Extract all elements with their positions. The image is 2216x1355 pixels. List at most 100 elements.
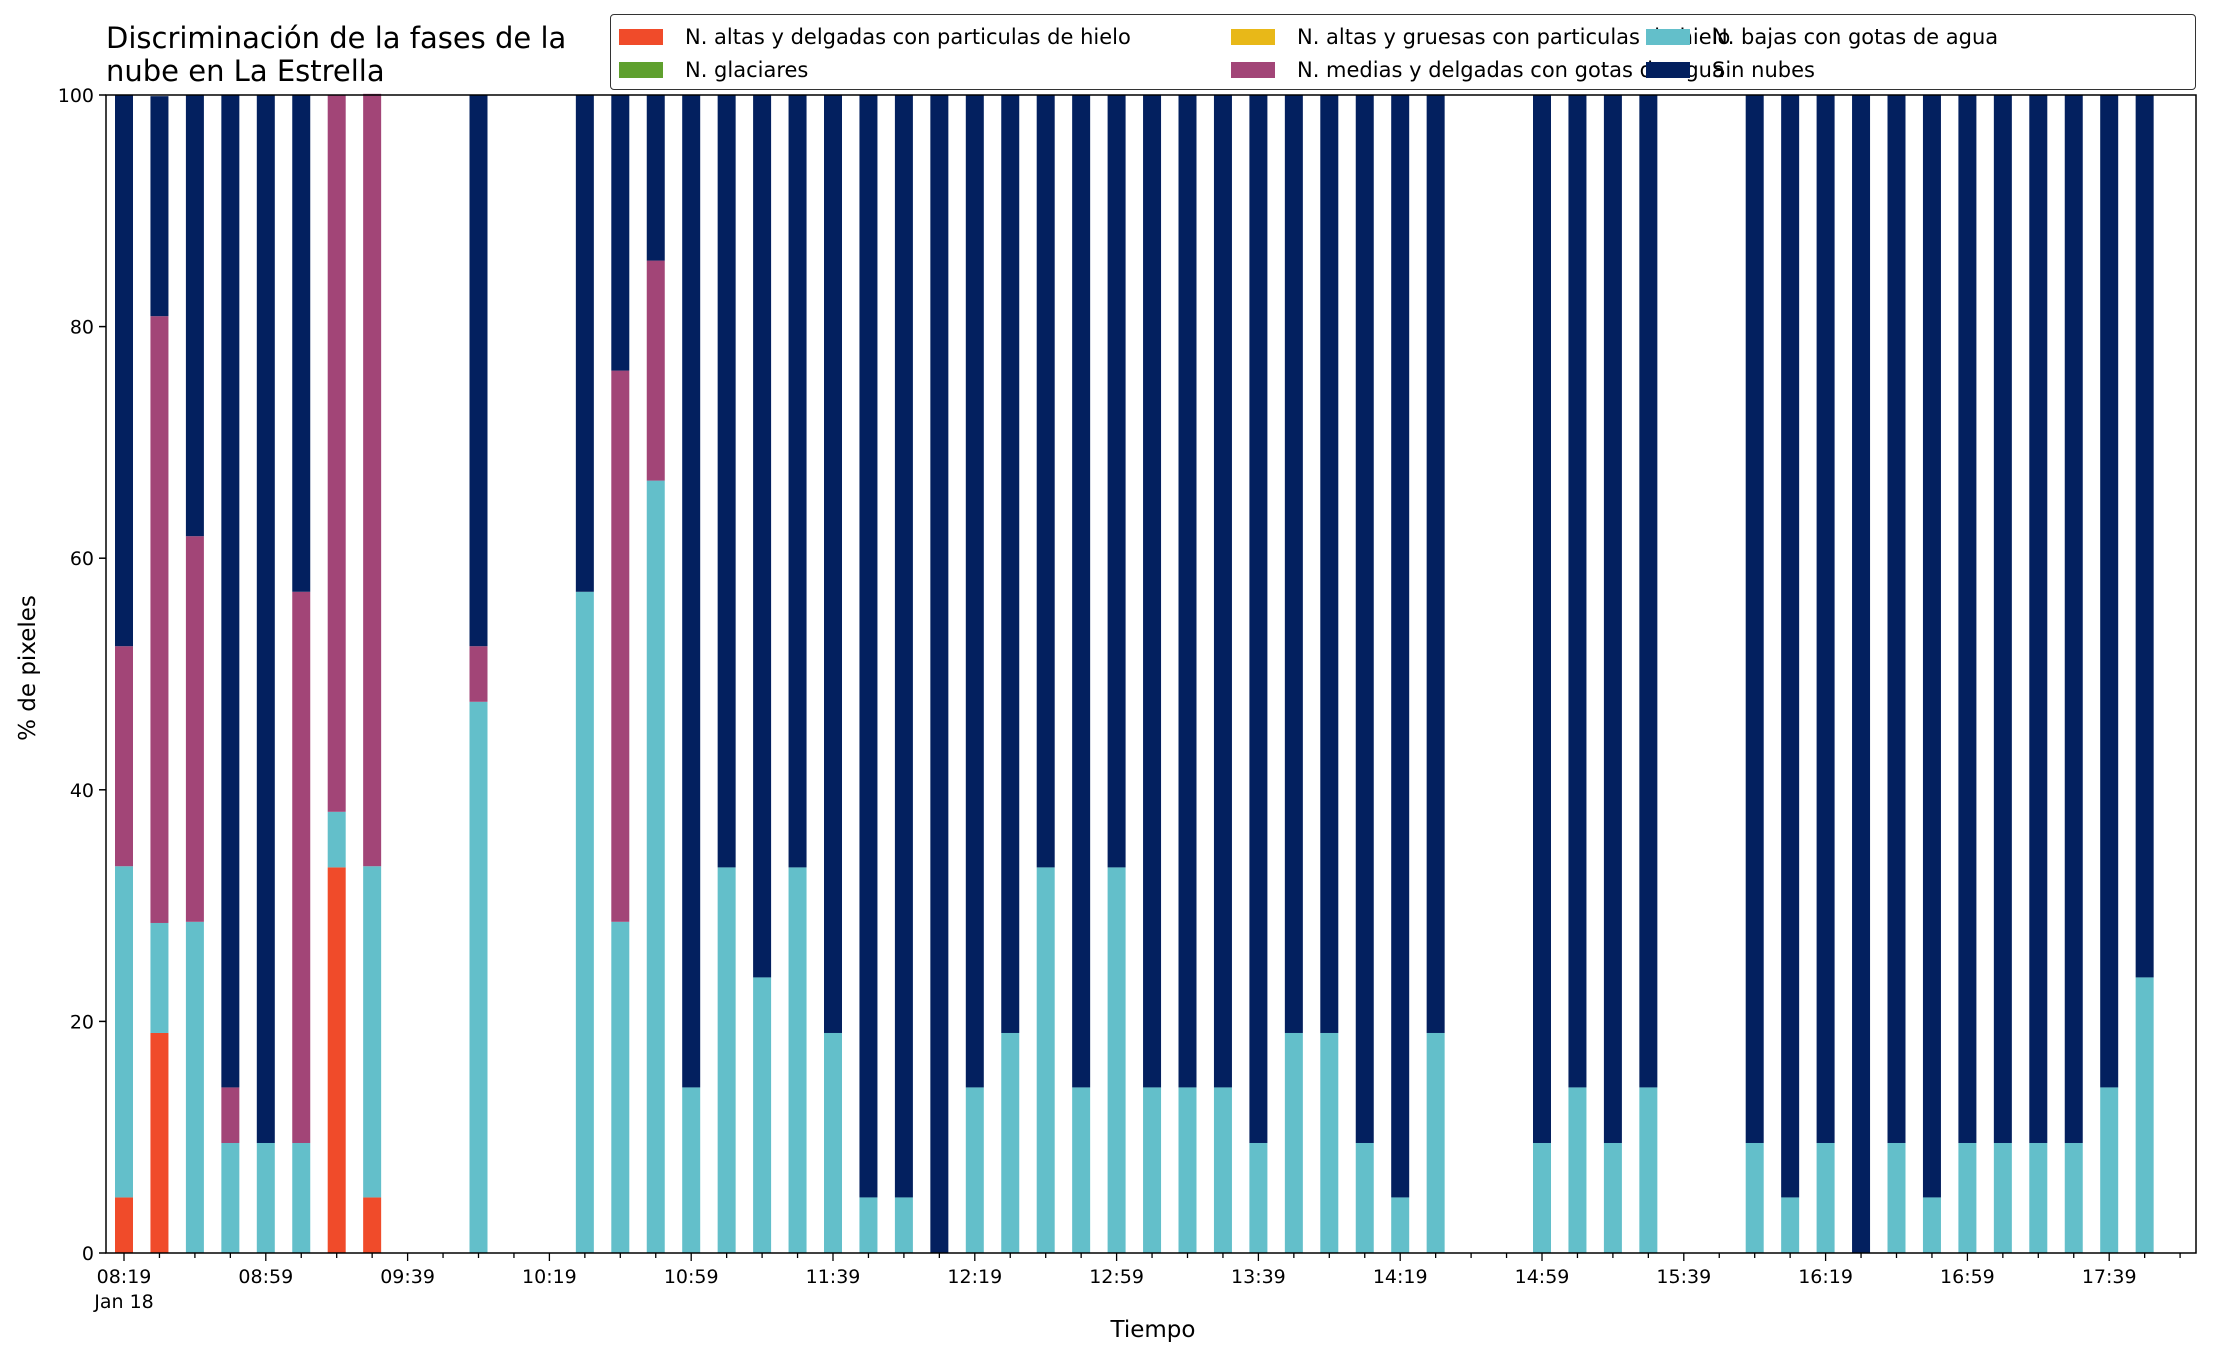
bar-segment-s2-26: [1036, 867, 1055, 1253]
bar-segment-s2-2: [185, 921, 204, 1253]
bar-segment-s5-43: [1639, 95, 1658, 1088]
bar-segment-s2-7: [363, 866, 382, 1198]
bar-segment-s2-24: [965, 1087, 984, 1253]
y-tick-label: 40: [70, 780, 94, 802]
bar-segment-s5-50: [1887, 95, 1906, 1143]
bar-segment-s2-48: [1816, 1142, 1835, 1253]
bar-segment-s5-30: [1178, 95, 1197, 1088]
bar-segment-s4-6: [327, 95, 346, 812]
bar-segment-s5-16: [682, 95, 701, 1088]
bar-segment-s0-1: [150, 1032, 169, 1253]
bars-group: [115, 93, 2154, 1253]
bar-segment-s4-3: [221, 1087, 240, 1143]
bar-segment-s5-41: [1568, 95, 1587, 1088]
x-tick-label: 16:59: [1940, 1266, 1995, 1288]
bar-segment-s2-18: [753, 977, 772, 1253]
legend-swatch: [1646, 29, 1690, 45]
bar-segment-s5-54: [2029, 95, 2048, 1143]
bar-segment-s2-37: [1426, 1032, 1445, 1253]
bar-segment-s2-29: [1143, 1087, 1162, 1253]
bar-segment-s0-0: [115, 1197, 133, 1253]
bar-segment-s4-5: [292, 591, 311, 1143]
bar-segment-s5-24: [965, 95, 984, 1088]
x-tick-label: 13:39: [1231, 1266, 1286, 1288]
bar-segment-s2-50: [1887, 1142, 1906, 1253]
bar-segment-s2-13: [575, 591, 594, 1253]
x-tick-label: 14:59: [1515, 1266, 1570, 1288]
legend-swatch: [619, 62, 663, 78]
bar-segment-s2-54: [2029, 1142, 2048, 1253]
bar-segment-s2-56: [2100, 1087, 2119, 1253]
legend-item: N. altas y delgadas con particulas de hi…: [619, 23, 1131, 51]
bar-segment-s5-22: [894, 95, 913, 1198]
y-tick-label: 80: [70, 317, 94, 339]
bar-segment-s2-43: [1639, 1087, 1658, 1253]
x-tick-label: 10:19: [522, 1266, 577, 1288]
bar-segment-s5-13: [575, 95, 594, 592]
bar-segment-s5-14: [611, 95, 630, 371]
bar-segment-s2-17: [717, 867, 736, 1253]
x-tick-label: 16:19: [1798, 1266, 1853, 1288]
x-tick-label: 14:19: [1373, 1266, 1428, 1288]
bar-segment-s5-31: [1213, 95, 1232, 1088]
bar-segment-s2-47: [1781, 1197, 1800, 1253]
bar-segment-s2-36: [1391, 1197, 1410, 1253]
legend-label: N. glaciares: [685, 58, 809, 82]
bar-segment-s5-52: [1958, 95, 1977, 1143]
bar-segment-s5-53: [1993, 95, 2012, 1143]
legend-item: N. bajas con gotas de agua: [1646, 23, 1998, 51]
legend-swatch: [1646, 62, 1690, 78]
bar-segment-s2-15: [646, 480, 665, 1253]
bar-segment-s2-42: [1603, 1142, 1622, 1253]
bar-segment-s2-21: [859, 1197, 878, 1253]
x-tick-sublabel: Jan 18: [93, 1291, 154, 1313]
bar-segment-s5-3: [221, 95, 240, 1088]
bar-segment-s2-55: [2064, 1142, 2083, 1253]
bar-segment-s2-1: [150, 922, 169, 1033]
y-tick-label: 60: [70, 548, 94, 570]
x-tick-label: 08:19: [97, 1266, 152, 1288]
bar-segment-s5-33: [1284, 95, 1303, 1033]
bar-segment-s2-41: [1568, 1087, 1587, 1253]
bar-segment-s2-16: [682, 1087, 701, 1253]
y-tick-label: 0: [82, 1243, 94, 1265]
bar-segment-s5-32: [1249, 95, 1268, 1143]
bar-segment-s5-15: [646, 95, 665, 261]
bar-segment-s5-47: [1781, 95, 1800, 1198]
bar-segment-s5-46: [1745, 95, 1764, 1143]
bar-segment-s5-35: [1355, 95, 1374, 1143]
bar-segment-s4-2: [185, 536, 204, 922]
bar-segment-s5-0: [115, 95, 133, 647]
bar-segment-s2-25: [1001, 1032, 1020, 1253]
bar-segment-s2-53: [1993, 1142, 2012, 1253]
bar-segment-s5-20: [824, 95, 842, 1033]
bar-segment-s5-57: [2135, 95, 2154, 978]
bar-segment-s2-32: [1249, 1142, 1268, 1253]
bar-segment-s5-51: [1922, 95, 1941, 1198]
bar-segment-s4-1: [150, 316, 169, 923]
legend-item: N. glaciares: [619, 56, 808, 84]
bar-segment-s2-46: [1745, 1142, 1764, 1253]
bar-segment-s0-7: [363, 1197, 382, 1253]
bar-segment-s5-49: [1852, 95, 1871, 1253]
bar-segment-s2-40: [1533, 1142, 1551, 1253]
bar-segment-s5-27: [1072, 95, 1091, 1088]
bar-segment-s2-52: [1958, 1142, 1977, 1253]
bar-segment-s5-42: [1603, 95, 1622, 1143]
x-tick-label: 15:39: [1656, 1266, 1711, 1288]
bar-segment-s2-22: [894, 1197, 913, 1253]
legend-swatch: [619, 29, 663, 45]
bar-segment-s4-14: [611, 370, 630, 922]
bar-segment-s5-10: [469, 95, 488, 647]
x-tick-label: 12:59: [1089, 1266, 1144, 1288]
legend-swatch: [1231, 29, 1275, 45]
bar-segment-s2-33: [1284, 1032, 1303, 1253]
bar-segment-s5-21: [859, 95, 878, 1198]
bar-segment-s5-37: [1426, 95, 1445, 1033]
legend-label: N. altas y delgadas con particulas de hi…: [685, 25, 1131, 49]
bar-segment-s5-17: [717, 95, 736, 868]
bar-segment-s5-5: [292, 95, 311, 592]
bar-segment-s5-56: [2100, 95, 2119, 1088]
